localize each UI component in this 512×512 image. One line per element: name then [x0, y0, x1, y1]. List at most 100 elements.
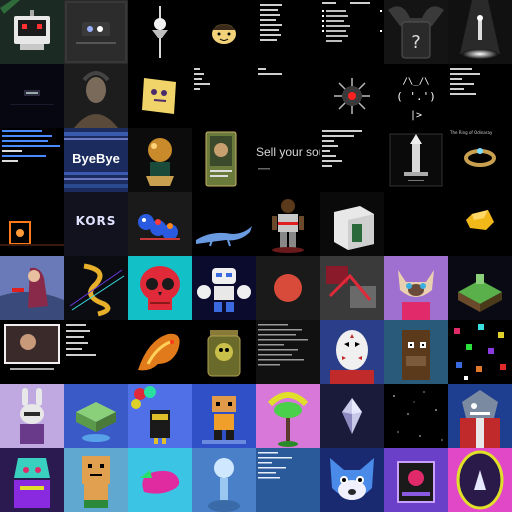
tile-r5c7[interactable]	[384, 256, 448, 320]
tile-r3c8[interactable]: The Ring of Odinaray	[448, 128, 512, 192]
abstract-collage-icon	[320, 256, 384, 320]
white-robot-icon	[197, 268, 251, 312]
terminal-code-icon	[258, 324, 308, 366]
tile-r8c7[interactable]	[384, 448, 448, 512]
eggplant-icon	[128, 448, 192, 512]
starfield-icon	[393, 391, 443, 441]
tile-r4c5[interactable]	[256, 192, 320, 256]
tile-r5c6[interactable]	[320, 256, 384, 320]
tile-r2c7[interactable]: /\_/\ ( '.') |>	[384, 64, 448, 128]
siamese-cat-icon	[384, 256, 448, 320]
tile-r3c3[interactable]	[128, 128, 192, 192]
action-figure-icon	[272, 199, 304, 253]
red-skull-icon	[128, 256, 192, 320]
tile-r4c8[interactable]	[448, 192, 512, 256]
tile-r7c2[interactable]	[64, 384, 128, 448]
tile-r5c8[interactable]	[448, 256, 512, 320]
tile-r7c4[interactable]	[192, 384, 256, 448]
tile-r2c1[interactable]	[0, 64, 64, 128]
tile-r3c2[interactable]: ByeBye	[64, 128, 128, 192]
tile-r8c8[interactable]	[448, 448, 512, 512]
tile-r8c6[interactable]	[320, 448, 384, 512]
tile-r6c8[interactable]	[448, 320, 512, 384]
cartoon-face-icon	[212, 24, 236, 44]
portrait-icon	[64, 64, 128, 128]
tile-r4c6[interactable]	[320, 192, 384, 256]
orange-portal-icon	[0, 221, 64, 246]
tile-r2c2[interactable]	[64, 64, 128, 128]
tile-r4c1[interactable]	[0, 192, 64, 256]
tile-r1c6[interactable]	[320, 0, 384, 64]
sword-figure-icon	[152, 6, 168, 58]
app-icons-card-icon	[65, 1, 127, 63]
stats-card-icon	[66, 324, 96, 356]
tile-r1c8[interactable]	[448, 0, 512, 64]
tile-r6c5[interactable]	[256, 320, 320, 384]
tile-r6c7[interactable]	[384, 320, 448, 384]
tile-r3c4[interactable]	[192, 128, 256, 192]
tile-r3c5[interactable]: Sell your sou	[256, 128, 320, 192]
kors-logo-text: KORS	[75, 214, 117, 228]
monster-jar-icon	[207, 330, 241, 377]
tile-r2c5[interactable]	[256, 64, 320, 128]
bye-bye-banner-text: ByeBye	[72, 151, 120, 166]
tile-r7c1[interactable]	[0, 384, 64, 448]
tile-r2c4[interactable]	[192, 64, 256, 128]
blue-caterpillar-icon	[138, 214, 180, 240]
tile-r4c3[interactable]	[128, 192, 192, 256]
spotlight-figure-icon	[460, 0, 500, 59]
tile-r5c4[interactable]	[192, 256, 256, 320]
tile-r2c8[interactable]	[448, 64, 512, 128]
tile-r4c4[interactable]	[192, 192, 256, 256]
tile-r2c6[interactable]	[320, 64, 384, 128]
tile-r4c2[interactable]: KORS	[64, 192, 128, 256]
text-note-icon	[258, 68, 282, 75]
tile-r3c1[interactable]	[0, 128, 64, 192]
tile-r6c4[interactable]	[192, 320, 256, 384]
tile-r1c5[interactable]	[256, 0, 320, 64]
white-list-icon	[260, 4, 282, 41]
tile-r5c3[interactable]	[128, 256, 192, 320]
ascii-face-icon: /\_/\ ( '.') |>	[396, 77, 436, 121]
tile-r3c6[interactable]	[320, 128, 384, 192]
tile-r7c8[interactable]	[448, 384, 512, 448]
tile-r2c3[interactable]	[128, 64, 192, 128]
purple-frame-icon	[384, 448, 448, 512]
tile-r7c7[interactable]	[384, 384, 448, 448]
fire-dragon-icon	[138, 333, 180, 371]
tile-r6c3[interactable]	[128, 320, 192, 384]
screen-stripes-icon	[64, 128, 128, 192]
tile-r5c2[interactable]	[64, 256, 128, 320]
svg-text:( '.'): ( '.')	[396, 90, 436, 103]
headline-text: Sell your sou	[256, 145, 320, 159]
tile-r6c6[interactable]	[320, 320, 384, 384]
tile-r7c5[interactable]	[256, 384, 320, 448]
tile-r1c2[interactable]	[64, 0, 128, 64]
tile-r7c3[interactable]	[128, 384, 192, 448]
pixel-ape-icon	[384, 320, 448, 384]
mystery-box-icon: ?	[384, 0, 448, 64]
tile-r3c7[interactable]	[384, 128, 448, 192]
white-block-icon	[334, 206, 374, 250]
hockey-mask-icon	[320, 320, 384, 384]
orange-pixel-man-icon	[64, 448, 128, 512]
blue-fox-icon	[320, 448, 384, 512]
tile-r8c5[interactable]	[256, 448, 320, 512]
gold-dragon-icon	[69, 263, 125, 317]
voxel-chip-icon	[64, 384, 128, 448]
tile-r5c1[interactable]	[0, 256, 64, 320]
tile-r6c2[interactable]	[64, 320, 128, 384]
tile-r8c2[interactable]	[64, 448, 128, 512]
tile-r8c4[interactable]	[192, 448, 256, 512]
tile-r7c6[interactable]	[320, 384, 384, 448]
tile-r1c7[interactable]: ?	[384, 0, 448, 64]
tile-r1c3[interactable]	[128, 0, 192, 64]
tile-r5c5[interactable]	[256, 256, 320, 320]
tile-r8c1[interactable]	[0, 448, 64, 512]
tile-r1c1[interactable]	[0, 0, 64, 64]
tile-r4c7[interactable]	[384, 192, 448, 256]
tile-r6c1[interactable]	[0, 320, 64, 384]
tile-r8c3[interactable]	[128, 448, 192, 512]
tile-r1c4[interactable]	[192, 0, 256, 64]
